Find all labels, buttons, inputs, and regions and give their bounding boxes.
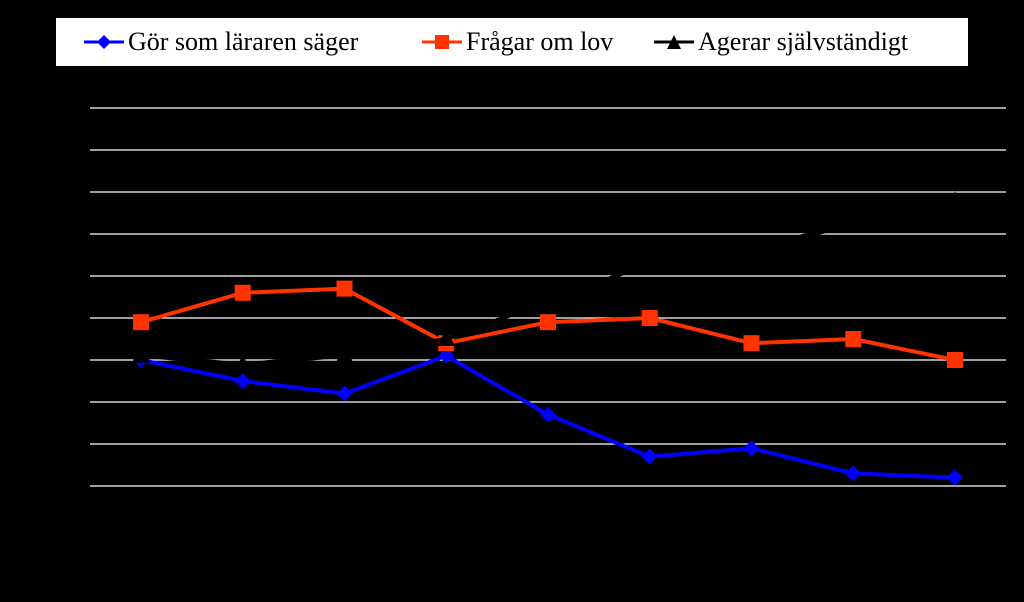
data-point-s0-4: [540, 406, 556, 423]
data-point-s2-6: [742, 237, 761, 254]
data-point-s1-1: [234, 284, 251, 301]
data-point-s2-8: [946, 191, 964, 208]
data-point-s0-3: [438, 347, 455, 364]
data-point-s2-2: [335, 346, 354, 363]
data-point-s2-4: [539, 292, 557, 309]
legend-swatch-black-triangle-icon: [654, 32, 694, 52]
legend-item-fragar-om-lov: Frågar om lov: [422, 18, 613, 66]
legend-item-gor-som-lararen-sager: Gör som läraren säger: [84, 18, 358, 66]
data-point-s1-8: [947, 352, 963, 368]
legend-label: Agerar självständigt: [698, 27, 909, 56]
legend-swatch-red-square-icon: [422, 32, 462, 52]
data-point-s1-5: [641, 310, 658, 326]
data-point-s2-5: [640, 254, 659, 271]
series-line-1: [140, 286, 956, 362]
data-point-s2-0: [132, 346, 150, 363]
data-point-s1-4: [540, 314, 556, 331]
data-point-s0-7: [845, 465, 862, 482]
data-point-s0-6: [743, 440, 760, 457]
data-point-s1-6: [743, 335, 760, 352]
data-point-s2-7: [844, 216, 863, 233]
data-point-s1-3: [438, 335, 455, 352]
data-point-s2-3: [437, 330, 456, 346]
data-point-s0-8: [947, 469, 963, 486]
legend: Gör som läraren säger Frågar om lov Ager…: [56, 18, 968, 66]
series-line-0: [140, 353, 956, 480]
data-point-s0-5: [641, 448, 658, 465]
legend-swatch-blue-diamond-icon: [84, 32, 124, 52]
series-line-2: [140, 198, 956, 367]
legend-item-agerar-sjalvstandigt: Agerar självständigt: [654, 18, 908, 66]
data-point-s0-0: [133, 352, 149, 368]
data-point-s1-2: [336, 280, 353, 297]
legend-label: Gör som läraren säger: [128, 27, 359, 56]
data-point-s1-0: [133, 314, 149, 331]
data-point-s1-7: [845, 331, 862, 347]
data-point-s2-1: [233, 355, 252, 372]
data-point-s0-2: [336, 385, 353, 402]
data-point-s0-1: [234, 373, 251, 389]
legend-label: Frågar om lov: [466, 27, 614, 56]
